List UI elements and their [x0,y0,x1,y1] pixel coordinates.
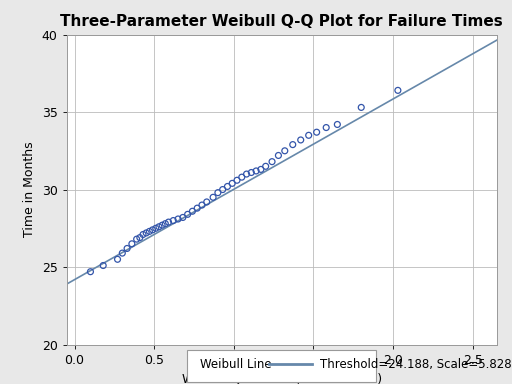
Point [209,194,217,200]
Point [238,174,246,180]
X-axis label: Weibull Quantiles (c=1.987837): Weibull Quantiles (c=1.987837) [182,372,381,384]
Point [161,220,169,227]
Point [233,177,241,183]
Point [243,171,251,177]
Point [128,241,136,247]
Point [148,227,157,233]
Point [193,205,201,211]
Point [223,184,231,190]
Point [114,256,122,262]
Point [394,87,402,93]
Y-axis label: Time in Months: Time in Months [23,142,36,237]
Text: Threshold=24.188, Scale=5.8286: Threshold=24.188, Scale=5.8286 [321,358,512,371]
Point [219,187,227,193]
FancyBboxPatch shape [187,350,376,382]
Point [139,232,147,238]
Point [312,129,321,135]
Point [247,169,255,175]
Point [228,180,237,186]
Point [281,148,289,154]
Point [99,262,108,268]
Point [158,222,166,228]
Point [214,190,222,196]
Point [257,166,265,172]
Point [169,217,177,223]
Point [136,235,144,241]
Point [262,163,270,169]
Point [357,104,366,111]
Point [183,211,191,217]
Point [164,219,173,225]
Point [252,168,260,174]
Point [296,137,305,143]
Point [133,236,141,242]
Point [203,199,211,205]
Point [305,132,313,138]
Point [274,152,283,159]
Point [123,245,131,252]
Point [322,124,330,131]
Point [155,223,163,230]
Point [118,250,126,256]
Point [179,214,187,220]
Point [87,269,95,275]
Point [268,159,276,165]
Text: Weibull Line: Weibull Line [200,358,271,371]
Title: Three-Parameter Weibull Q-Q Plot for Failure Times: Three-Parameter Weibull Q-Q Plot for Fai… [60,14,503,29]
Point [145,228,154,235]
Point [152,225,160,232]
Point [289,142,297,148]
Point [333,121,342,127]
Point [174,216,182,222]
Point [198,202,206,208]
Point [188,208,197,214]
Point [142,230,151,236]
